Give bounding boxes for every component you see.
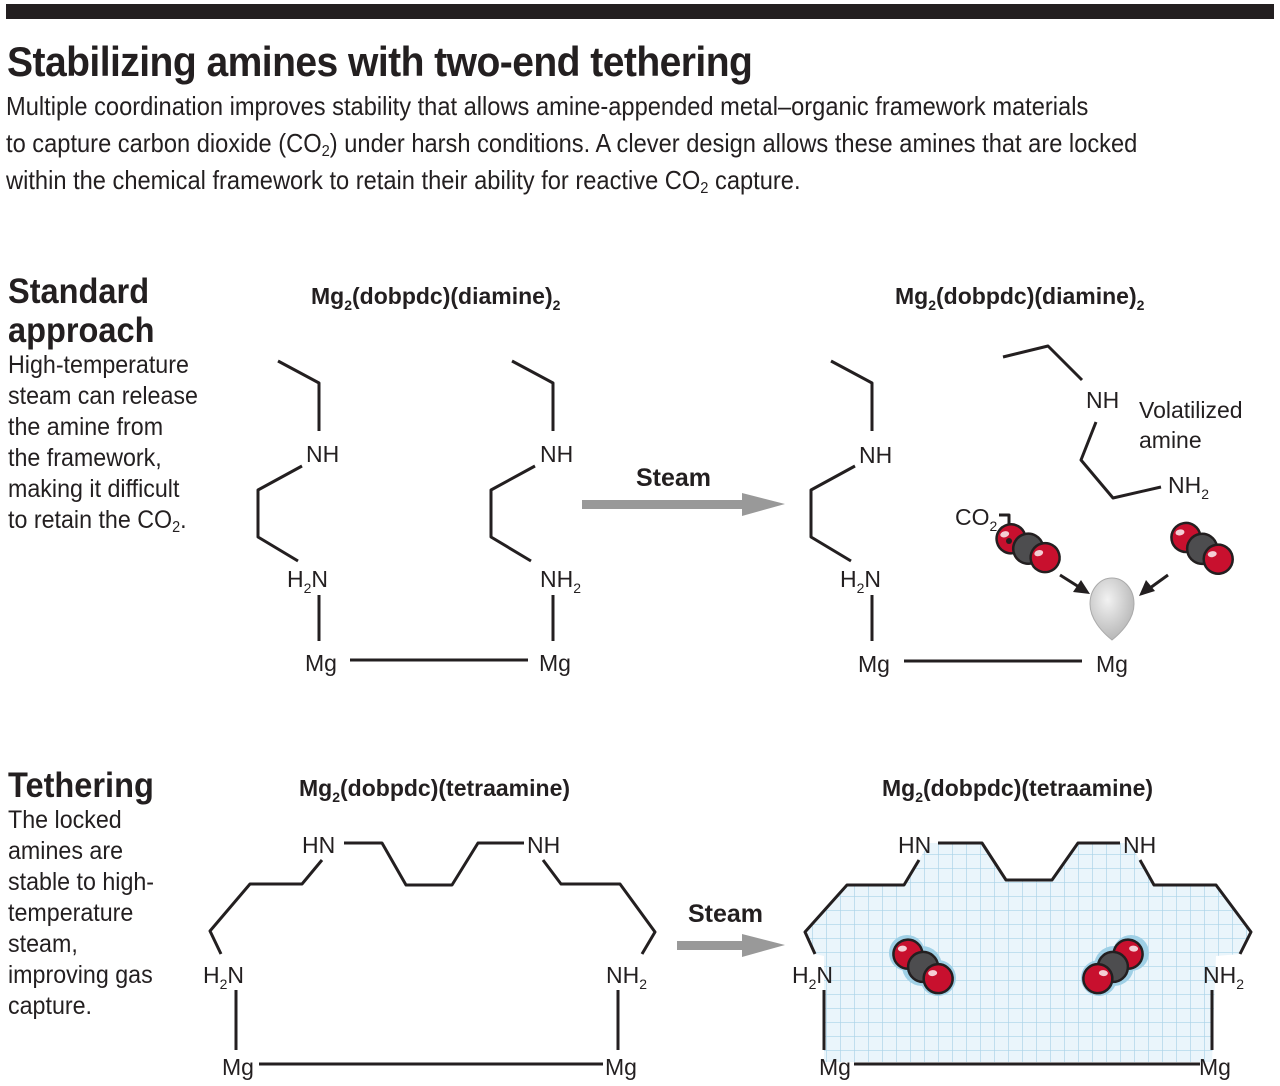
volatilized-label: amine	[1139, 427, 1202, 453]
standard-approach-caption: Standard approach High-temperature steam …	[8, 272, 198, 536]
nh2-label: NH2	[606, 962, 647, 992]
hn-label: HN	[302, 832, 335, 858]
nh-label: NH	[527, 832, 560, 858]
mg-label: Mg	[819, 1054, 851, 1080]
standard-heading: Standard approach	[8, 272, 155, 350]
page-title: Stabilizing amines with two-end tetherin…	[7, 38, 753, 85]
nh-label: NH	[1086, 387, 1119, 413]
mg-label: Mg	[539, 650, 571, 676]
tethering-atom-labels: HN NH H2N NH2 Mg Mg HN NH H2N NH2 Mg Mg	[203, 832, 1244, 1080]
nh2-label: NH2	[1168, 472, 1209, 502]
mg-label: Mg	[858, 651, 890, 677]
mg-label: Mg	[605, 1054, 637, 1080]
nh-label: NH	[1123, 832, 1156, 858]
intro-text: Multiple coordination improves stability…	[6, 88, 1189, 199]
steam-arrow-standard: Steam	[582, 464, 785, 516]
h2n-label: H2N	[203, 962, 244, 992]
mg-label: Mg	[222, 1054, 254, 1080]
tethering-heading: Tethering	[8, 766, 154, 805]
co2-label: CO2	[955, 504, 998, 534]
formula-diamine-right: Mg2(dobpdc)(diamine)2	[895, 283, 1145, 313]
nh-label: NH	[859, 442, 892, 468]
standard-atom-labels: NH NH NH NH H2N NH2 H2N NH2 Mg Mg Mg Mg …	[287, 387, 1243, 677]
steam-label: Steam	[636, 464, 711, 492]
tethering-description: The locked amines are stable to high- te…	[8, 806, 155, 1020]
intro-line-3: within the chemical framework to retain …	[6, 165, 801, 198]
tethering-mesh	[805, 843, 1251, 1062]
co2-pointer-dot	[1006, 538, 1012, 544]
captured-co2-right	[1080, 934, 1149, 999]
top-rule	[6, 4, 1274, 19]
mg-label: Mg	[305, 650, 337, 676]
formula-diamine-left: Mg2(dobpdc)(diamine)2	[311, 283, 561, 313]
intro-line-2: to capture carbon dioxide (CO2) under ha…	[6, 128, 1138, 161]
diamine-bonds	[256, 344, 1162, 663]
h2n-label: H2N	[792, 962, 833, 992]
volatilized-label: Volatilized	[1139, 397, 1243, 423]
co2-approach-arrows	[1059, 573, 1169, 596]
vacant-site-droplet	[1089, 577, 1135, 641]
co2-molecule-icon	[1167, 514, 1237, 583]
hn-label: HN	[898, 832, 931, 858]
nh2-label: NH2	[1203, 962, 1244, 992]
nh-label: NH	[540, 441, 573, 467]
steam-label: Steam	[688, 900, 763, 928]
co2-molecule-icon	[992, 512, 1065, 584]
standard-description: High-temperature steam can release the a…	[8, 351, 198, 536]
formula-tetraamine-right: Mg2(dobpdc)(tetraamine)	[882, 775, 1153, 805]
mg-label: Mg	[1199, 1054, 1231, 1080]
nh-label: NH	[306, 441, 339, 467]
mg-label: Mg	[1096, 651, 1128, 677]
formula-tetraamine-left: Mg2(dobpdc)(tetraamine)	[299, 775, 570, 805]
h2n-label: H2N	[287, 566, 328, 596]
h2n-label: H2N	[840, 566, 881, 596]
intro-line-1: Multiple coordination improves stability…	[6, 91, 1089, 121]
nh2-label: NH2	[540, 566, 581, 596]
tetraamine-bonds	[208, 841, 1253, 1066]
captured-co2-left	[889, 934, 956, 999]
steam-arrow-tethering: Steam	[677, 900, 785, 957]
tethering-caption: Tethering The locked amines are stable t…	[8, 766, 154, 1022]
